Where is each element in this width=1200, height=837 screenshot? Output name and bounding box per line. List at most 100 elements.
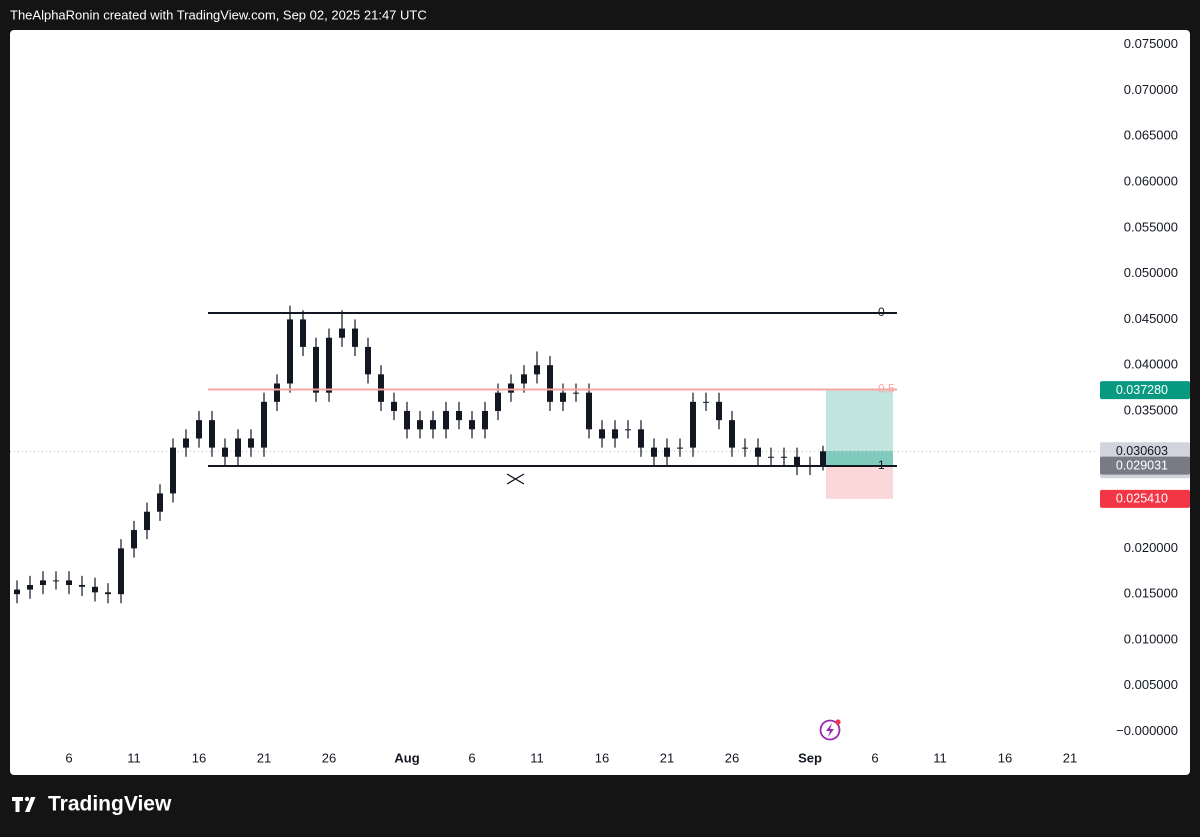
price-label: 0.037280 xyxy=(1116,383,1168,397)
candle-body xyxy=(157,493,163,512)
overlay: 00.51 xyxy=(208,305,897,741)
x-tick-label: 26 xyxy=(322,750,336,765)
candle-body xyxy=(287,319,293,384)
plot-area xyxy=(10,305,1095,604)
candle-body xyxy=(248,438,254,448)
x-tick-label: 16 xyxy=(192,750,206,765)
y-tick-label: 0.065000 xyxy=(1124,128,1178,143)
level-label: 0.5 xyxy=(878,382,895,396)
y-tick-label: 0.005000 xyxy=(1124,677,1178,692)
x-tick-label: 11 xyxy=(530,750,544,765)
candle-body xyxy=(300,319,306,347)
candle-body xyxy=(326,337,332,393)
candle-body xyxy=(27,585,33,590)
candle-body xyxy=(612,429,618,439)
y-tick-label: 0.040000 xyxy=(1124,357,1178,372)
y-tick-label: 0.045000 xyxy=(1124,311,1178,326)
candle-body xyxy=(92,586,98,593)
candle-body xyxy=(495,392,501,411)
candle-body xyxy=(404,410,410,430)
candle-body xyxy=(53,580,59,582)
candle-body xyxy=(690,401,696,448)
candle-body xyxy=(66,580,72,585)
y-tick-label: −0.000000 xyxy=(1116,723,1178,738)
candle-body xyxy=(196,420,202,439)
candle-body xyxy=(391,401,397,411)
candle-body xyxy=(586,392,592,430)
candle-body xyxy=(235,438,241,457)
candle-body xyxy=(183,438,189,448)
candle-body xyxy=(170,447,176,494)
candle-body xyxy=(716,401,722,421)
candle-body xyxy=(703,401,709,403)
candle-body xyxy=(768,456,774,458)
level-label: 1 xyxy=(878,458,885,472)
x-tick-label: Sep xyxy=(798,750,822,765)
candle-body xyxy=(573,392,579,394)
loss-zone xyxy=(826,465,893,499)
level-label: 0 xyxy=(878,305,885,319)
chart-panel xyxy=(10,30,1190,775)
brand: TradingView xyxy=(12,793,172,816)
candle-body xyxy=(742,447,748,449)
header: TheAlphaRonin created with TradingView.c… xyxy=(10,7,427,22)
x-tick-label: 21 xyxy=(660,750,674,765)
candle-body xyxy=(417,420,423,430)
brand-logo-dot xyxy=(24,796,30,802)
candle-body xyxy=(313,346,319,393)
candle-body xyxy=(40,580,46,585)
price-label-box xyxy=(1100,456,1190,475)
candle-body xyxy=(729,420,735,448)
candle-body xyxy=(352,328,358,347)
candle-body xyxy=(820,451,826,466)
brand-logo xyxy=(12,797,36,812)
candle-body xyxy=(469,420,475,430)
candle-body xyxy=(625,429,631,431)
candle-body xyxy=(534,365,540,375)
candle-body xyxy=(547,365,553,402)
price-label-box xyxy=(1100,381,1190,400)
y-tick-label: 0.070000 xyxy=(1124,82,1178,97)
x-tick-label: 21 xyxy=(257,750,271,765)
candle-body xyxy=(274,383,280,402)
x-tick-label: 26 xyxy=(725,750,739,765)
candle-body xyxy=(677,447,683,449)
y-tick-label: 0.015000 xyxy=(1124,586,1178,601)
candle-body xyxy=(508,383,514,393)
y-tick-label: 0.010000 xyxy=(1124,631,1178,646)
axes: 0.075000 0.070000 0.065000 0.060000 0.055000… xyxy=(65,36,1190,765)
candle-body xyxy=(651,447,657,457)
candle-body xyxy=(118,548,124,595)
candle-body xyxy=(209,420,215,448)
cross-mark xyxy=(506,473,525,485)
y-tick-label: 0.035000 xyxy=(1124,402,1178,417)
candle-body xyxy=(664,447,670,457)
alert-icon[interactable] xyxy=(819,719,841,741)
candle-body xyxy=(105,592,111,595)
price-label-box xyxy=(1100,489,1190,508)
candle-body xyxy=(599,429,605,439)
x-tick-label: 6 xyxy=(871,750,878,765)
price-label: 0.029031 xyxy=(1116,458,1168,472)
x-tick-label: 6 xyxy=(65,750,72,765)
candle-body xyxy=(261,401,267,448)
candle-body xyxy=(755,447,761,457)
x-tick-label: 11 xyxy=(933,750,947,765)
y-tick-label: 0.075000 xyxy=(1124,36,1178,51)
open-profit-zone xyxy=(826,451,893,466)
x-tick-label: 11 xyxy=(127,750,141,765)
candle-body xyxy=(430,420,436,430)
candle-body xyxy=(144,511,150,531)
y-tick-label: 0.055000 xyxy=(1124,219,1178,234)
candle-body xyxy=(79,585,85,587)
candle-body xyxy=(131,530,137,549)
y-tick-label: 0.050000 xyxy=(1124,265,1178,280)
candle-body xyxy=(339,328,345,338)
x-tick-label: 16 xyxy=(998,750,1012,765)
candle-body xyxy=(443,410,449,430)
last-price-label: 0.030603 xyxy=(1116,444,1168,458)
y-tick-label: 0.020000 xyxy=(1124,540,1178,555)
profit-zone xyxy=(826,390,893,466)
x-tick-label: 6 xyxy=(468,750,475,765)
price-label: 0.025410 xyxy=(1116,492,1168,506)
